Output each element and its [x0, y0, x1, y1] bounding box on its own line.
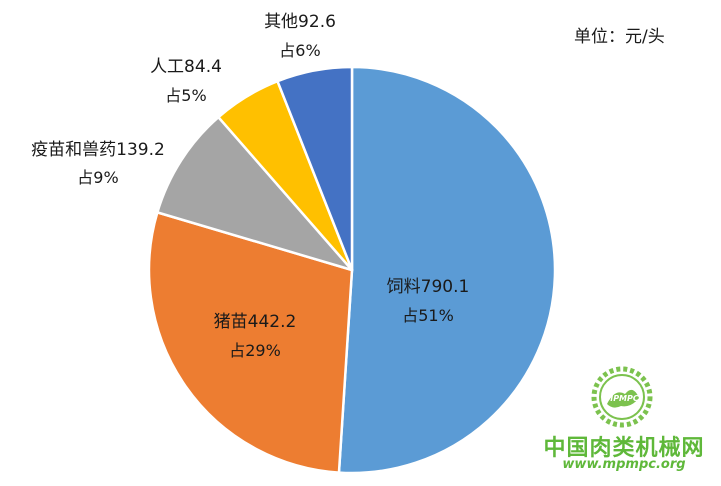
unit-label: 单位：元/头 [574, 27, 665, 47]
slice-labels: 饲料790.1 占51% 猪苗442.2 占29% 疫苗和兽药139.2 占9% 人工84.… [31, 12, 469, 360]
slice-percent-1: 占51% [402, 306, 454, 325]
slice-label-5: 其他92.6 [264, 12, 336, 32]
pie-slices [147, 65, 557, 475]
pie-slice-5 [276, 65, 354, 272]
pie-slice-1 [337, 65, 557, 475]
watermark-logo-text: MPMPC [605, 394, 639, 403]
pie-slice-3 [156, 115, 354, 272]
pie-slice-2 [147, 211, 354, 474]
watermark: MPMPC 中国肉类机械网 www.mpmpc.org [539, 364, 709, 476]
slice-label-3: 疫苗和兽药139.2 [31, 140, 165, 160]
slice-percent-4: 占5% [165, 86, 206, 105]
watermark-name: 中国肉类机械网 [543, 436, 705, 461]
slice-label-4: 人工84.4 [150, 57, 222, 77]
watermark-url: www.mpmpc.org [562, 457, 686, 472]
slice-percent-5: 占6% [279, 41, 320, 60]
slice-label-1: 饲料790.1 [387, 277, 470, 297]
slice-percent-2: 占29% [229, 341, 281, 360]
slice-percent-3: 占9% [77, 168, 118, 187]
gear-logo-icon: MPMPC [591, 366, 653, 428]
slice-label-2: 猪苗442.2 [214, 312, 297, 332]
